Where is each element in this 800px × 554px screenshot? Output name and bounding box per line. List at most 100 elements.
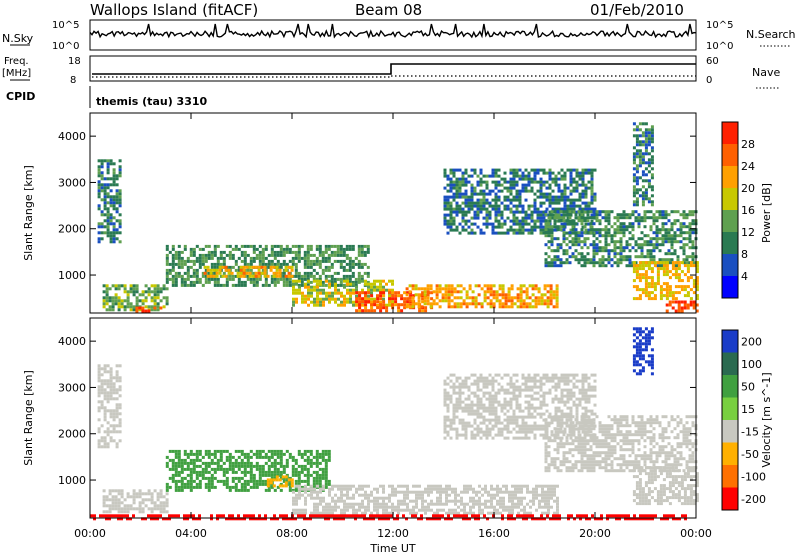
heatmap-cell: [412, 294, 416, 298]
heatmap-cell: [542, 433, 546, 437]
heatmap-cell: [159, 290, 163, 294]
heatmap-cell: [301, 487, 304, 491]
heatmap-cell: [490, 511, 493, 515]
heatmap-cell: [426, 290, 430, 294]
heatmap-cell: [461, 183, 465, 187]
heatmap-cell: [455, 183, 459, 187]
heatmap-cell: [264, 262, 268, 266]
heatmap-cell: [449, 222, 453, 226]
heatmap-cell: [653, 285, 657, 289]
heatmap-cell: [237, 265, 241, 269]
heatmap-cell: [668, 285, 672, 289]
heatmap-cell: [376, 496, 379, 500]
heatmap-cell: [527, 231, 531, 235]
heatmap-cell: [494, 195, 498, 199]
heatmap-cell: [556, 216, 560, 220]
heatmap-cell: [607, 234, 611, 238]
heatmap-cell: [288, 455, 292, 459]
heatmap-cell: [403, 484, 406, 488]
heatmap-cell: [632, 155, 636, 159]
heatmap-cell: [186, 268, 190, 272]
heatmap-cell: [533, 201, 537, 205]
heatmap-cell: [574, 243, 578, 247]
heatmap-cell: [562, 231, 566, 235]
heatmap-cell: [584, 204, 588, 208]
heatmap-cell: [470, 168, 474, 172]
heatmap-cell: [536, 225, 540, 229]
heatmap-cell: [458, 183, 462, 187]
heatmap-cell: [174, 277, 178, 281]
heatmap-cell: [538, 493, 541, 497]
heatmap-cell: [577, 261, 581, 265]
heatmap-cell: [500, 433, 504, 437]
heatmap-cell: [517, 490, 520, 494]
heatmap-cell: [366, 250, 370, 254]
heatmap-cell: [488, 418, 492, 422]
heatmap-cell: [243, 455, 247, 459]
heatmap-cell: [391, 291, 395, 295]
heatmap-cell: [680, 270, 684, 274]
heatmap-cell: [192, 274, 196, 278]
heatmap-cell: [324, 482, 328, 486]
heatmap-cell: [584, 189, 588, 193]
heatmap-cell: [204, 253, 208, 257]
heatmap-cell: [174, 473, 178, 477]
heatmap-cell: [592, 261, 596, 265]
heatmap-cell: [357, 271, 361, 275]
heatmap-cell: [658, 264, 662, 268]
heatmap-cell: [455, 207, 459, 211]
heatmap-cell: [417, 299, 421, 303]
heatmap-cell: [554, 207, 558, 211]
heatmap-cell: [647, 264, 651, 268]
heatmap-cell: [282, 470, 286, 474]
heatmap-cell: [118, 412, 122, 416]
heatmap-cell: [132, 284, 136, 288]
heatmap-cell: [109, 424, 113, 428]
heatmap-cell: [447, 305, 451, 309]
heatmap-cell: [243, 283, 247, 287]
heatmap-cell: [533, 436, 537, 440]
heatmap-cell: [219, 449, 223, 453]
heatmap-cell: [634, 216, 638, 220]
heatmap-cell: [103, 195, 107, 199]
heatmap-cell: [677, 303, 681, 307]
heatmap-cell: [204, 280, 208, 284]
heatmap-cell: [473, 379, 477, 383]
heatmap-cell: [644, 282, 648, 286]
heatmap-cell: [688, 237, 692, 241]
heatmap-cell: [631, 237, 635, 241]
heatmap-cell: [355, 508, 358, 512]
heatmap-cell: [504, 293, 508, 297]
heatmap-cell: [464, 192, 468, 196]
heatmap-cell: [177, 452, 181, 456]
heatmap-cell: [348, 244, 352, 248]
heatmap-cell: [509, 177, 513, 181]
heatmap-cell: [527, 409, 531, 413]
heatmap-cell: [358, 484, 361, 488]
heatmap-cell: [572, 168, 576, 172]
heatmap-cell: [569, 180, 573, 184]
heatmap-cell: [556, 484, 559, 488]
heatmap-cell: [552, 296, 556, 300]
heatmap-cell: [309, 280, 313, 284]
heatmap-cell: [339, 280, 343, 284]
heatmap-cell: [174, 452, 178, 456]
heatmap-cell: [521, 183, 525, 187]
heatmap-cell: [171, 265, 175, 269]
heatmap-cell: [533, 225, 537, 229]
heatmap-cell: [532, 502, 535, 506]
heatmap-cell: [397, 502, 400, 506]
heatmap-cell: [174, 467, 178, 471]
heatmap-cell: [551, 216, 555, 220]
heatmap-cell: [370, 499, 373, 503]
heatmap-cell: [109, 379, 113, 383]
heatmap-cell: [331, 499, 334, 503]
heatmap-cell: [183, 244, 187, 248]
heatmap-cell: [464, 397, 468, 401]
heatmap-cell: [103, 382, 107, 386]
heatmap-cell: [634, 255, 638, 259]
heatmap-cell: [297, 277, 301, 281]
heatmap-cell: [482, 376, 486, 380]
heatmap-cell: [198, 262, 202, 266]
heatmap-cell: [444, 287, 448, 291]
